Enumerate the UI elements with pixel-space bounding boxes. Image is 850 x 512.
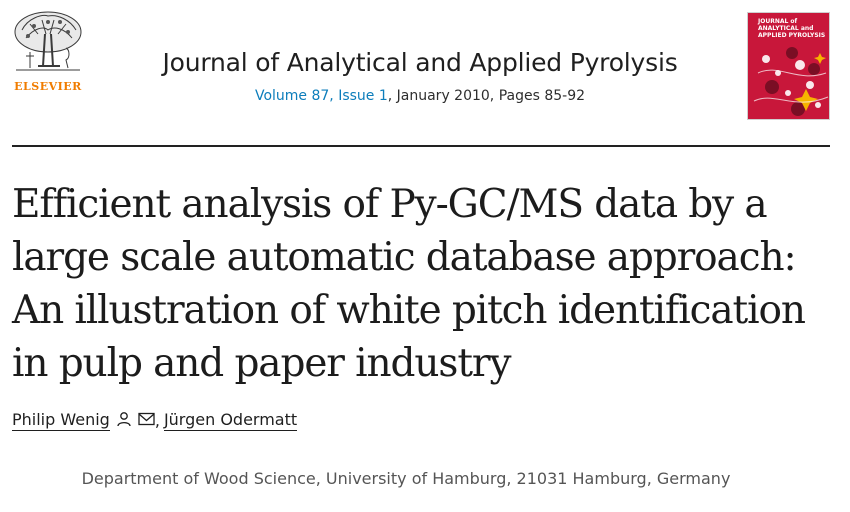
volume-issue-link[interactable]: Volume 87, Issue 1 [254,88,388,104]
envelope-icon[interactable] [138,411,155,430]
journal-title[interactable]: Journal of Analytical and Applied Pyroly… [162,48,678,77]
author-link[interactable]: Jürgen Odermatt [163,410,298,431]
tree-logo-icon [14,11,82,71]
article-title: Efficient analysis of Py-GC/MS data by a… [12,182,806,386]
date-pages: , January 2010, Pages 85-92 [387,88,586,104]
publisher-name[interactable]: ELSEVIER [14,80,82,93]
journal-header: Journal of Analytical and Applied Pyroly… [100,48,740,105]
cover-title: JOURNAL of ANALYTICAL and APPLIED PYROLY… [758,18,826,39]
author-link[interactable]: Philip Wenig [12,410,110,431]
publisher-logo[interactable] [8,8,88,98]
author-list: Philip Wenig , Jürgen Odermatt [12,410,298,431]
affiliation: Department of Wood Science, University o… [81,469,731,488]
journal-cover[interactable]: JOURNAL of ANALYTICAL and APPLIED PYROLY… [747,12,830,120]
cover-art-icon [753,47,829,116]
person-icon[interactable] [116,411,132,431]
header-divider [12,145,830,147]
issue-line: Volume 87, Issue 1, January 2010, Pages … [100,87,740,105]
author-separator: , [154,411,160,430]
